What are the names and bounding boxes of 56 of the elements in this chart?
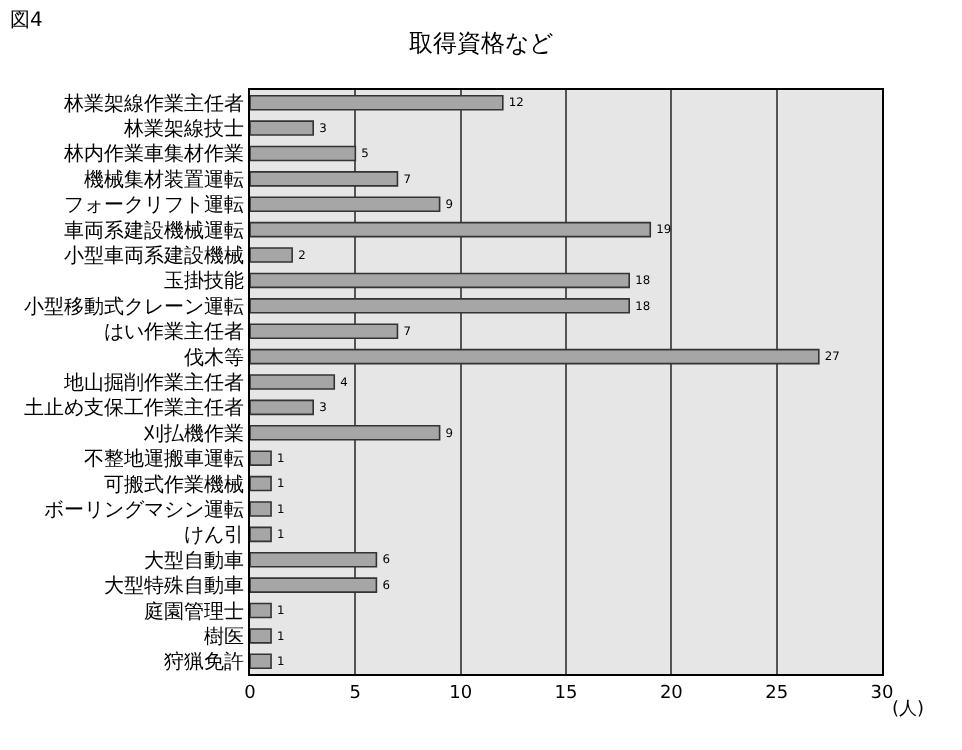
chart-title: 取得資格など [409,28,553,57]
x-tick-label: 30 [870,683,894,704]
bar [250,374,336,390]
bar [250,120,314,136]
bar [250,145,357,162]
y-tick-label: 不整地運搬車運転 [84,447,244,472]
y-tick-label: 刈払機作業 [142,421,244,446]
y-tick-label: 可搬式作業機械 [104,472,244,497]
bar [250,526,272,543]
caption: 図4 [10,10,43,32]
bar [250,94,504,111]
y-tick-label: 伐木等 [184,345,244,370]
y-tick-label: 小型車両系建設機械 [64,244,244,269]
y-tick-label: はい作業主任者 [104,320,244,345]
bar [250,399,314,416]
x-tick-label: 15 [554,683,578,704]
bar [250,171,399,187]
y-tick-label: 玉掛技能 [164,269,244,294]
bar [250,628,272,644]
y-tick-label: けん引 [184,525,244,548]
bar [250,323,399,339]
x-tick-label: 0 [244,683,257,704]
y-tick-label: 土止め支保工作業主任者 [24,396,244,421]
x-axis-title: (人) [892,698,925,720]
y-tick-label: 機械集材装置運転 [84,167,244,192]
y-tick-label: 狩猟免許 [164,650,244,675]
y-tick-label: 樹医 [204,624,244,649]
bar [250,272,630,289]
bar [250,196,441,213]
bar [250,450,272,466]
bar [250,501,272,517]
x-tick-label: 20 [659,683,684,704]
y-tick-label: 庭園管理士 [144,599,244,624]
bar [250,425,441,441]
y-tick-label: 車両系建設機械運転 [64,218,244,243]
bar [250,247,293,263]
x-tick-label: 5 [349,683,362,704]
y-tick-label: ボーリングマシン運転 [44,497,244,522]
y-tick-label: 地山掘削作業主任者 [62,371,244,395]
x-tick-label: 25 [765,683,789,704]
y-tick-label: 大型特殊自動車 [104,574,244,599]
y-tick-label: 大型自動車 [144,548,244,573]
bar [250,551,378,568]
bar [250,348,820,365]
bar [250,602,272,619]
y-tick-label: フォークリフト運転 [64,193,244,218]
bar [250,577,378,593]
y-tick-label: 林業架線技士 [122,117,244,142]
bar [250,298,630,314]
bar [250,221,652,238]
y-tick-label: 小型移動式クレーン運転 [24,294,244,319]
y-tick-label: 林内作業車集材作業 [62,142,244,167]
x-tick-label: 10 [449,683,473,704]
bar [250,653,272,670]
bar [250,475,272,492]
y-tick-label: 林業架線作業主任者 [62,91,244,116]
